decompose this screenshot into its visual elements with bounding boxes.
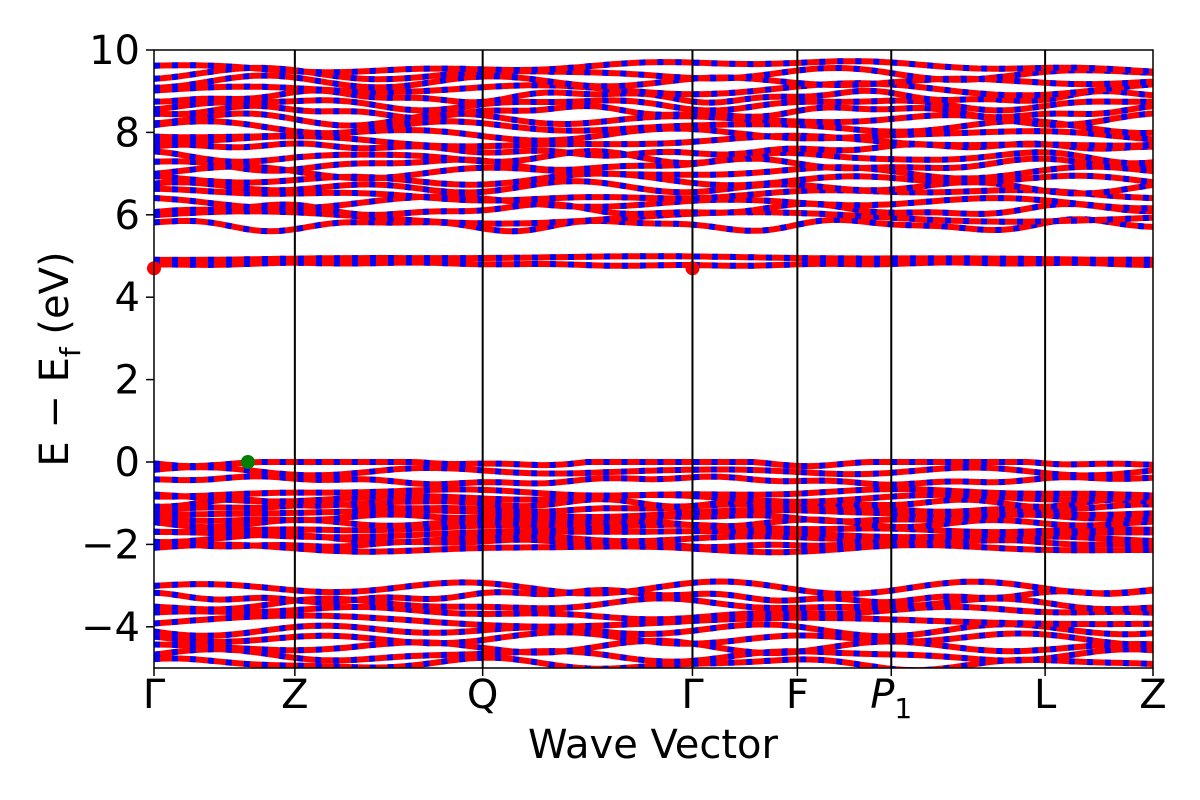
y-axis-label-main: E − E <box>32 357 78 467</box>
band-projection <box>154 178 1153 197</box>
x-tick-label: Z <box>281 672 308 718</box>
band-projection <box>154 185 1153 204</box>
band-lines <box>154 58 1153 668</box>
band-projection <box>154 578 1153 597</box>
x-tick-label: L <box>1034 672 1057 718</box>
y-axis-label-subscript: f <box>54 346 87 357</box>
y-tick-label: 4 <box>115 275 140 321</box>
band-projection <box>154 629 1153 648</box>
x-tick-label: Q <box>467 672 498 718</box>
x-tick-label-subscript: 1 <box>894 692 912 725</box>
x-axis-label: Wave Vector <box>528 722 779 768</box>
band-projection <box>154 459 1153 470</box>
band-projection <box>154 253 1153 263</box>
band-projection <box>154 148 1153 167</box>
band-projection <box>154 646 1153 665</box>
band-projection <box>154 486 1153 500</box>
band-projection <box>154 603 1153 623</box>
x-tick-label: Γ <box>143 672 166 718</box>
band-projection <box>154 155 1153 174</box>
band-projection <box>154 216 1153 235</box>
band-projection <box>154 507 1153 521</box>
x-tick-label-main: P <box>870 672 895 718</box>
band-projection <box>154 637 1153 656</box>
band-projection <box>154 80 1153 99</box>
kpoint-separators <box>293 50 1047 668</box>
band-projection <box>154 72 1153 91</box>
band-projection <box>154 612 1153 630</box>
plot-frame <box>153 49 1154 669</box>
band-projection <box>154 595 1153 613</box>
band-projection <box>154 110 1153 129</box>
y-tick-label: −4 <box>81 605 140 651</box>
band-projection <box>154 464 1153 479</box>
band-projection <box>154 140 1153 159</box>
x-tick-label: F <box>786 672 809 718</box>
band-projection <box>154 521 1153 536</box>
band-projection <box>154 58 1153 76</box>
band-projection <box>154 102 1153 122</box>
marker-vbm <box>240 455 255 469</box>
band-projection <box>154 97 1153 114</box>
y-axis-label-unit: (eV) <box>32 251 78 347</box>
band-projection <box>154 117 1153 137</box>
band-projection <box>154 586 1153 606</box>
band-projection <box>154 654 1153 668</box>
y-tick-label: 8 <box>115 110 140 156</box>
band-projection <box>154 163 1153 182</box>
band-projection <box>154 496 1153 510</box>
y-tick-label: −2 <box>81 522 140 568</box>
band-projection <box>154 259 1153 269</box>
x-tick-label: Z <box>1139 672 1166 718</box>
y-tick-label: 2 <box>115 358 140 404</box>
band-projection <box>154 193 1153 212</box>
band-projection <box>154 621 1153 640</box>
y-tick-label: 6 <box>115 193 140 239</box>
band-projection <box>154 208 1153 227</box>
y-tick-label: 0 <box>115 440 140 486</box>
x-tick-label: P1 <box>870 672 912 725</box>
y-axis-label: E − Ef (eV) <box>32 251 87 466</box>
y-axis-ticks: −4 −2 0 2 4 6 8 10 <box>81 28 154 651</box>
band-projection <box>154 473 1153 488</box>
band-projection <box>154 541 1153 556</box>
band-projection <box>154 491 1153 505</box>
y-tick-label: 10 <box>89 28 140 74</box>
x-axis-ticks: Γ Z Q Γ F P1 L Z <box>143 668 1167 725</box>
x-tick-label: Γ <box>681 672 704 718</box>
band-projection <box>154 527 1153 541</box>
